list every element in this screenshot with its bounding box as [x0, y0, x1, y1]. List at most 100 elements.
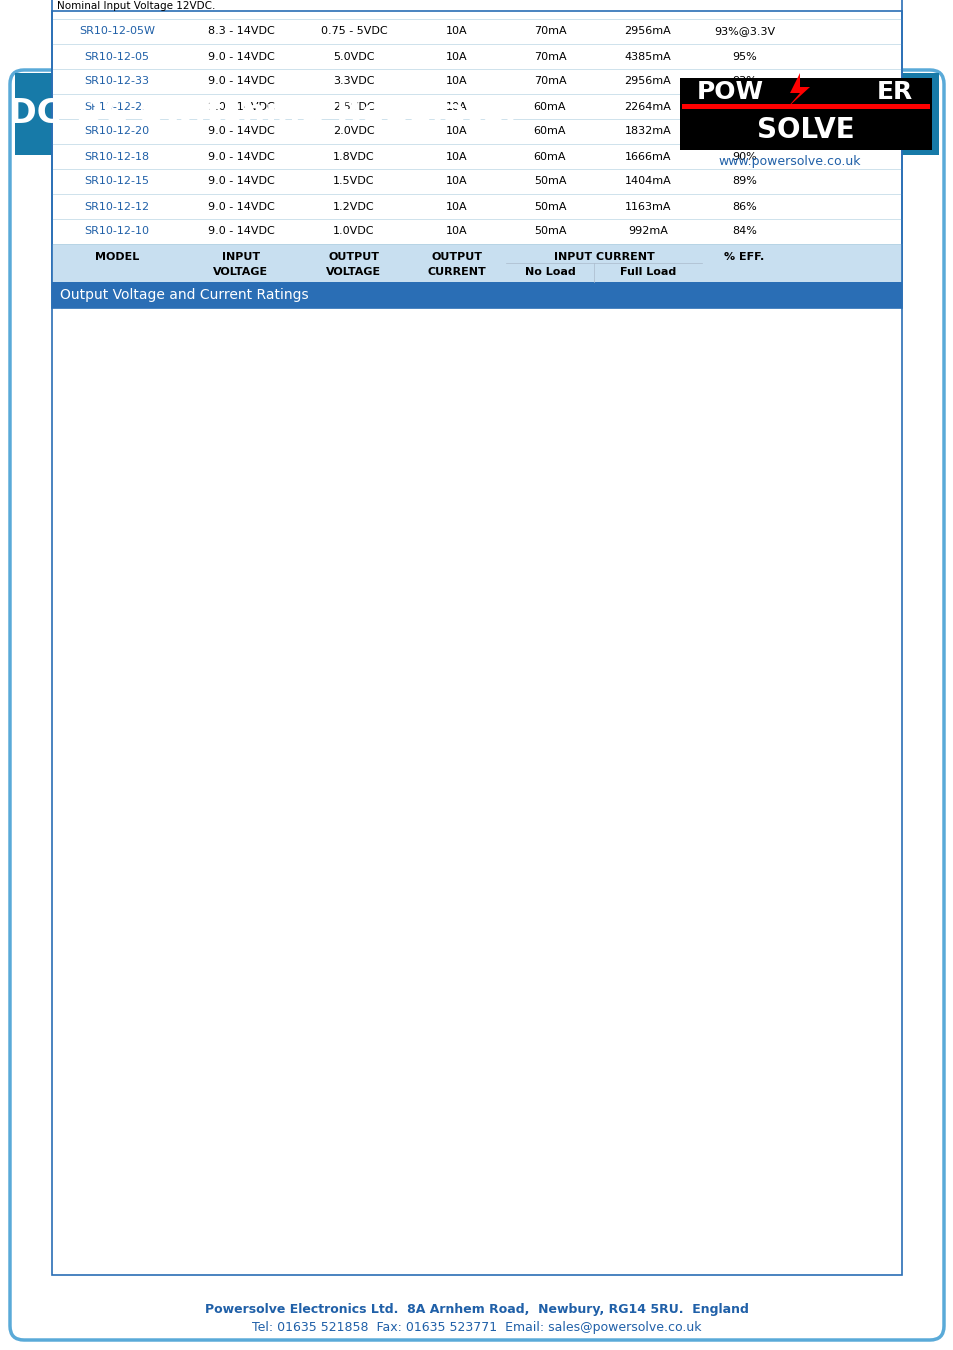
Text: 1404mA: 1404mA — [624, 177, 671, 186]
Text: No Load: No Load — [524, 267, 575, 277]
Text: 0.75 - 5VDC: 0.75 - 5VDC — [320, 27, 387, 36]
Text: 2264mA: 2264mA — [624, 101, 671, 112]
Text: Tel: 01635 521858  Fax: 01635 523771  Email: sales@powersolve.co.uk: Tel: 01635 521858 Fax: 01635 523771 Emai… — [252, 1322, 701, 1335]
Text: 1832mA: 1832mA — [624, 127, 671, 136]
Text: 9.0 - 14VDC: 9.0 - 14VDC — [208, 127, 274, 136]
Text: 10A: 10A — [446, 101, 467, 112]
Text: 90%: 90% — [731, 151, 756, 162]
Bar — [681, 104, 929, 109]
Text: 9.0 - 14VDC: 9.0 - 14VDC — [208, 227, 274, 236]
Bar — [52, 194, 901, 219]
Text: 60mA: 60mA — [533, 127, 566, 136]
Text: CURRENT: CURRENT — [427, 267, 486, 277]
Text: OUTPUT: OUTPUT — [431, 252, 482, 262]
Text: OUTPUT: OUTPUT — [328, 252, 379, 262]
Text: 10A: 10A — [446, 27, 467, 36]
Text: VOLTAGE: VOLTAGE — [213, 267, 269, 277]
Bar — [52, 282, 901, 308]
Text: 1.2VDC: 1.2VDC — [333, 201, 375, 212]
Bar — [52, 45, 901, 69]
Bar — [52, 11, 901, 308]
Text: % EFF.: % EFF. — [723, 252, 763, 262]
Bar — [52, 119, 901, 144]
Text: Nominal Input Voltage 12VDC.: Nominal Input Voltage 12VDC. — [57, 1, 215, 11]
Text: INPUT: INPUT — [222, 252, 260, 262]
Text: 10A: 10A — [446, 127, 467, 136]
Bar — [52, 0, 901, 1274]
Text: 10A: 10A — [446, 177, 467, 186]
Text: 91%: 91% — [731, 127, 756, 136]
Text: 9.0 - 14VDC: 9.0 - 14VDC — [208, 151, 274, 162]
Text: 95%: 95% — [731, 51, 756, 62]
Text: 1666mA: 1666mA — [624, 151, 671, 162]
Text: 1.5VDC: 1.5VDC — [333, 177, 375, 186]
Text: 86%: 86% — [731, 201, 756, 212]
Text: 92%: 92% — [731, 101, 756, 112]
Polygon shape — [786, 73, 809, 108]
Text: 10A: 10A — [446, 77, 467, 86]
Text: 1163mA: 1163mA — [624, 201, 671, 212]
Bar — [15, 73, 938, 155]
Text: www.powersolve.co.uk: www.powersolve.co.uk — [718, 155, 861, 169]
Bar — [679, 82, 931, 109]
Text: INPUT CURRENT: INPUT CURRENT — [553, 252, 654, 262]
Text: 89%: 89% — [731, 177, 756, 186]
Text: SR10-12-05W: SR10-12-05W — [79, 27, 154, 36]
Text: 1.8VDC: 1.8VDC — [333, 151, 375, 162]
Text: 1.0VDC: 1.0VDC — [333, 227, 375, 236]
FancyBboxPatch shape — [10, 70, 943, 1341]
Bar — [52, 244, 901, 282]
Text: 3.3VDC: 3.3VDC — [333, 77, 375, 86]
Text: 10A: 10A — [446, 227, 467, 236]
Text: 9.0 - 14VDC: 9.0 - 14VDC — [208, 201, 274, 212]
Text: SR10-12-05: SR10-12-05 — [85, 51, 150, 62]
Bar — [52, 95, 901, 119]
Text: 93%: 93% — [731, 77, 756, 86]
Text: 70mA: 70mA — [533, 51, 566, 62]
Text: 5.0VDC: 5.0VDC — [333, 51, 375, 62]
Bar — [52, 169, 901, 194]
Text: 60mA: 60mA — [533, 151, 566, 162]
Text: Full Load: Full Load — [619, 267, 676, 277]
Text: 10A: 10A — [446, 51, 467, 62]
Text: 50mA: 50mA — [533, 201, 566, 212]
Text: 60mA: 60mA — [533, 101, 566, 112]
Bar — [52, 219, 901, 244]
Text: 2.0VDC: 2.0VDC — [333, 127, 375, 136]
Text: SR10-12-12: SR10-12-12 — [85, 201, 150, 212]
Text: POW: POW — [696, 80, 762, 104]
Text: SR10-12-10: SR10-12-10 — [85, 227, 150, 236]
Text: 9.0 - 14VDC: 9.0 - 14VDC — [208, 51, 274, 62]
Text: SR10-12-15: SR10-12-15 — [85, 177, 150, 186]
Bar — [52, 19, 901, 45]
Text: 70mA: 70mA — [533, 77, 566, 86]
Text: VOLTAGE: VOLTAGE — [326, 267, 381, 277]
Text: Powersolve Electronics Ltd.  8A Arnhem Road,  Newbury, RG14 5RU.  England: Powersolve Electronics Ltd. 8A Arnhem Ro… — [205, 1304, 748, 1316]
Text: 10A: 10A — [446, 201, 467, 212]
Text: 84%: 84% — [731, 227, 756, 236]
Text: 9.0 - 14VDC: 9.0 - 14VDC — [208, 177, 274, 186]
Text: 50mA: 50mA — [533, 227, 566, 236]
Text: 50mA: 50mA — [533, 177, 566, 186]
Text: DC-DC Switching Regulator: DC-DC Switching Regulator — [9, 96, 520, 130]
Text: SOLVE: SOLVE — [757, 116, 854, 144]
Bar — [115, 95, 515, 135]
Text: 9.0 - 14VDC: 9.0 - 14VDC — [208, 101, 274, 112]
Bar — [52, 69, 901, 94]
Bar — [52, 144, 901, 169]
Text: Output Voltage and Current Ratings: Output Voltage and Current Ratings — [60, 288, 309, 302]
Text: SR10-12-18: SR10-12-18 — [85, 151, 150, 162]
Text: MODEL: MODEL — [94, 252, 139, 262]
Text: 70mA: 70mA — [533, 27, 566, 36]
Text: 8.3 - 14VDC: 8.3 - 14VDC — [208, 27, 274, 36]
Text: SR10-12-20: SR10-12-20 — [85, 127, 150, 136]
Text: 2956mA: 2956mA — [624, 77, 671, 86]
Text: 4385mA: 4385mA — [624, 51, 671, 62]
Text: 2956mA: 2956mA — [624, 27, 671, 36]
Text: 93%@3.3V: 93%@3.3V — [713, 27, 774, 36]
Bar — [679, 78, 931, 150]
Bar — [15, 73, 938, 155]
Text: 9.0 - 14VDC: 9.0 - 14VDC — [208, 77, 274, 86]
Text: 10A: 10A — [446, 151, 467, 162]
Text: SR10-12-25: SR10-12-25 — [85, 101, 150, 112]
